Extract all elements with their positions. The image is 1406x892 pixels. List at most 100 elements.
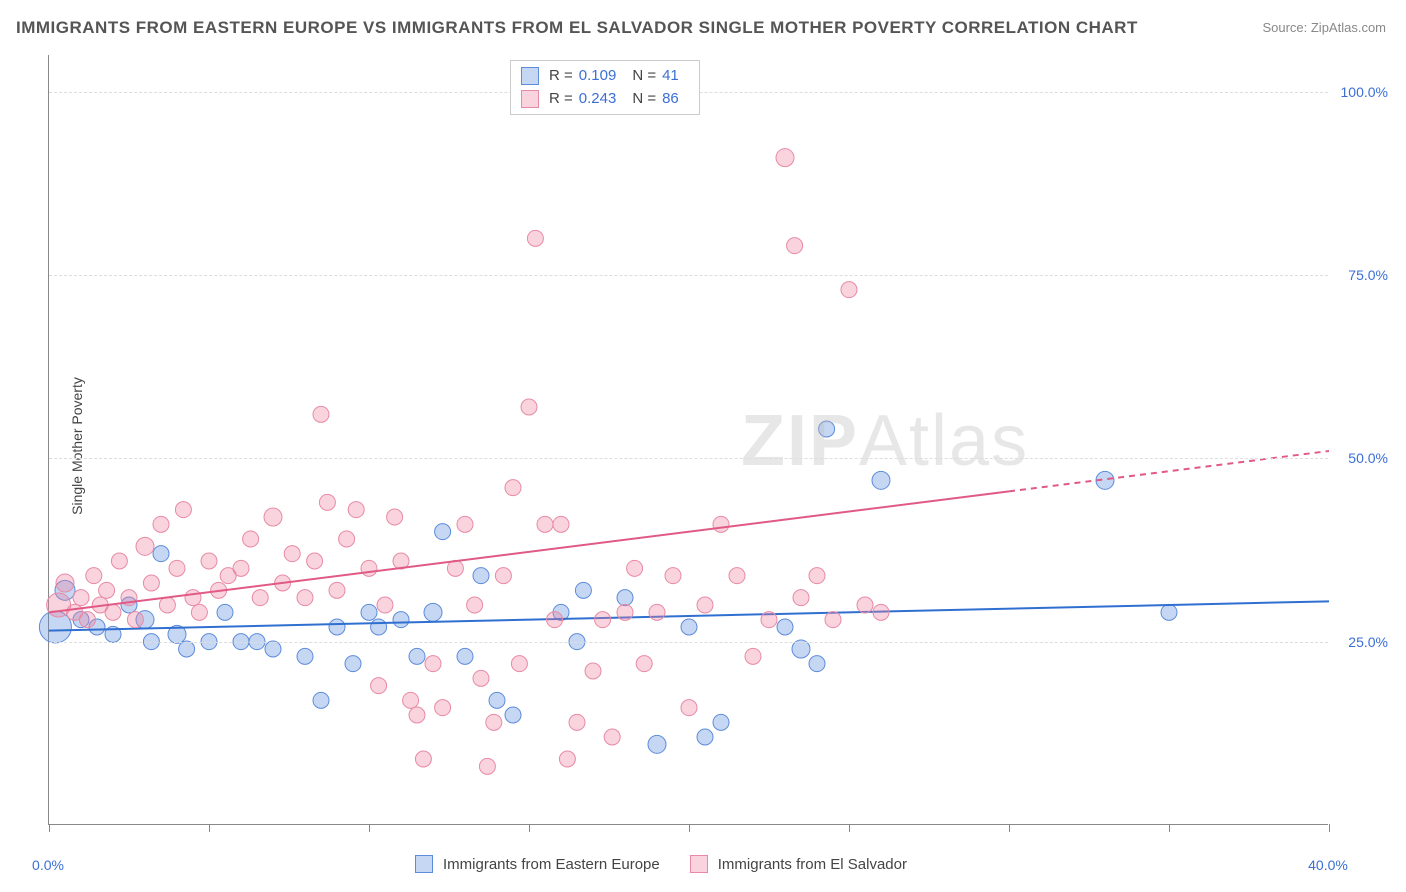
data-point <box>329 619 345 635</box>
data-point <box>793 590 809 606</box>
data-point <box>243 531 259 547</box>
data-point <box>329 582 345 598</box>
data-point <box>604 729 620 745</box>
data-point <box>252 590 268 606</box>
data-point <box>185 590 201 606</box>
data-point <box>111 553 127 569</box>
gridline-h <box>49 642 1328 643</box>
x-tick <box>369 824 370 832</box>
data-point <box>415 751 431 767</box>
data-point <box>569 714 585 730</box>
y-tick-label: 50.0% <box>1333 450 1388 466</box>
data-point <box>787 238 803 254</box>
data-point <box>547 612 563 628</box>
data-point <box>403 692 419 708</box>
data-point <box>745 648 761 664</box>
data-point <box>307 553 323 569</box>
data-point <box>585 663 601 679</box>
data-point <box>792 640 810 658</box>
data-point <box>371 678 387 694</box>
data-point <box>73 590 89 606</box>
data-point <box>729 568 745 584</box>
bottom-legend-item: Immigrants from Eastern Europe <box>415 855 660 873</box>
data-point <box>521 399 537 415</box>
data-point <box>559 751 575 767</box>
stat-legend-row: R =0.109N =41 <box>521 65 689 88</box>
data-point <box>761 612 777 628</box>
data-point <box>284 546 300 562</box>
data-point <box>339 531 355 547</box>
data-point <box>393 612 409 628</box>
chart-container: IMMIGRANTS FROM EASTERN EUROPE VS IMMIGR… <box>0 0 1406 892</box>
data-point <box>159 597 175 613</box>
data-point <box>473 568 489 584</box>
data-point <box>233 560 249 576</box>
data-point <box>697 597 713 613</box>
data-point <box>377 597 393 613</box>
data-point <box>313 692 329 708</box>
data-point <box>264 508 282 526</box>
data-point <box>595 612 611 628</box>
data-point <box>56 574 74 592</box>
y-tick-label: 75.0% <box>1333 267 1388 283</box>
plot-area: ZIPAtlas 25.0%50.0%75.0%100.0% <box>48 55 1328 825</box>
stat-R-value: 0.243 <box>579 88 617 111</box>
data-point <box>489 692 505 708</box>
data-point <box>505 480 521 496</box>
data-point <box>179 641 195 657</box>
data-point <box>153 546 169 562</box>
data-point <box>527 230 543 246</box>
x-tick <box>849 824 850 832</box>
legend-swatch <box>521 67 539 85</box>
data-point <box>467 597 483 613</box>
data-point <box>486 714 502 730</box>
data-point <box>617 590 633 606</box>
x-tick <box>529 824 530 832</box>
data-point <box>537 516 553 532</box>
data-point <box>575 582 591 598</box>
data-point <box>143 575 159 591</box>
x-tick <box>689 824 690 832</box>
data-point <box>297 648 313 664</box>
gridline-h <box>49 275 1328 276</box>
legend-swatch <box>690 855 708 873</box>
data-point <box>319 494 335 510</box>
y-tick-label: 25.0% <box>1333 634 1388 650</box>
x-tick <box>1169 824 1170 832</box>
data-point <box>217 604 233 620</box>
data-point <box>345 656 361 672</box>
data-point <box>776 149 794 167</box>
bottom-legend: Immigrants from Eastern Europe Immigrants… <box>415 855 907 873</box>
data-point <box>457 516 473 532</box>
legend-label: Immigrants from Eastern Europe <box>443 856 660 873</box>
data-point <box>153 516 169 532</box>
data-point <box>857 597 873 613</box>
data-point <box>473 670 489 686</box>
data-point <box>169 560 185 576</box>
data-point <box>649 604 665 620</box>
data-point <box>265 641 281 657</box>
data-point <box>713 714 729 730</box>
stat-N-value: 41 <box>662 65 679 88</box>
data-point <box>495 568 511 584</box>
legend-label: Immigrants from El Salvador <box>718 856 907 873</box>
data-point <box>479 758 495 774</box>
stat-N-label: N = <box>632 88 656 111</box>
data-point <box>627 560 643 576</box>
data-point <box>435 700 451 716</box>
data-point <box>825 612 841 628</box>
data-point <box>86 568 102 584</box>
data-point <box>457 648 473 664</box>
data-point <box>424 603 442 621</box>
data-point <box>511 656 527 672</box>
x-tick-label-max: 40.0% <box>1308 857 1348 873</box>
plot-svg <box>49 55 1329 825</box>
data-point <box>636 656 652 672</box>
data-point <box>371 619 387 635</box>
data-point <box>1161 604 1177 620</box>
data-point <box>175 502 191 518</box>
data-point <box>201 553 217 569</box>
stat-N-value: 86 <box>662 88 679 111</box>
data-point <box>127 612 143 628</box>
stat-R-value: 0.109 <box>579 65 617 88</box>
